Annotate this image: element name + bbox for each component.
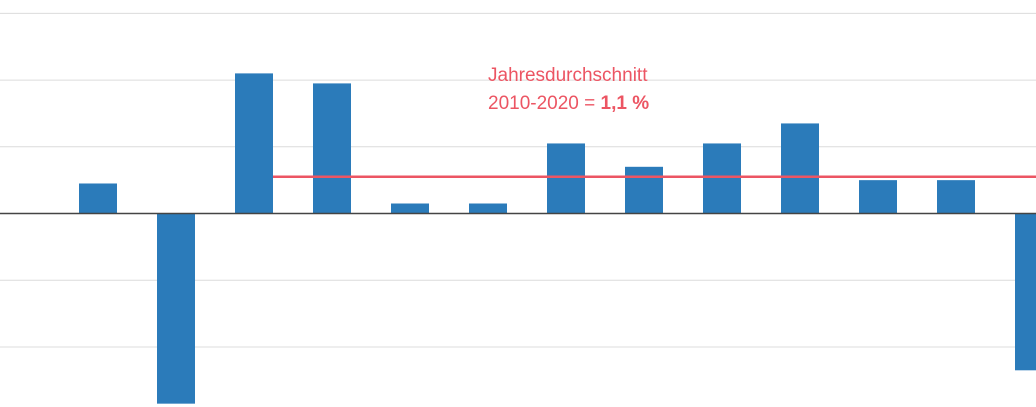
annotation-value: 1,1 %	[601, 93, 650, 114]
bar	[859, 180, 897, 214]
bar	[1015, 213, 1036, 371]
bar	[235, 73, 273, 214]
bar	[625, 166, 663, 214]
bar	[469, 203, 507, 214]
bars	[79, 73, 1036, 404]
bar	[391, 203, 429, 214]
bar	[781, 123, 819, 214]
bar	[313, 83, 351, 214]
bar	[703, 143, 741, 214]
bar	[79, 183, 117, 214]
bar	[157, 213, 195, 404]
bar	[937, 180, 975, 214]
annotation-line: 2010-2020 = 1,1 %	[488, 93, 649, 114]
annotation-line: Jahresdurchschnitt	[488, 65, 648, 86]
bar	[547, 143, 585, 214]
annotation-text: 2010-2020 =	[488, 93, 601, 114]
